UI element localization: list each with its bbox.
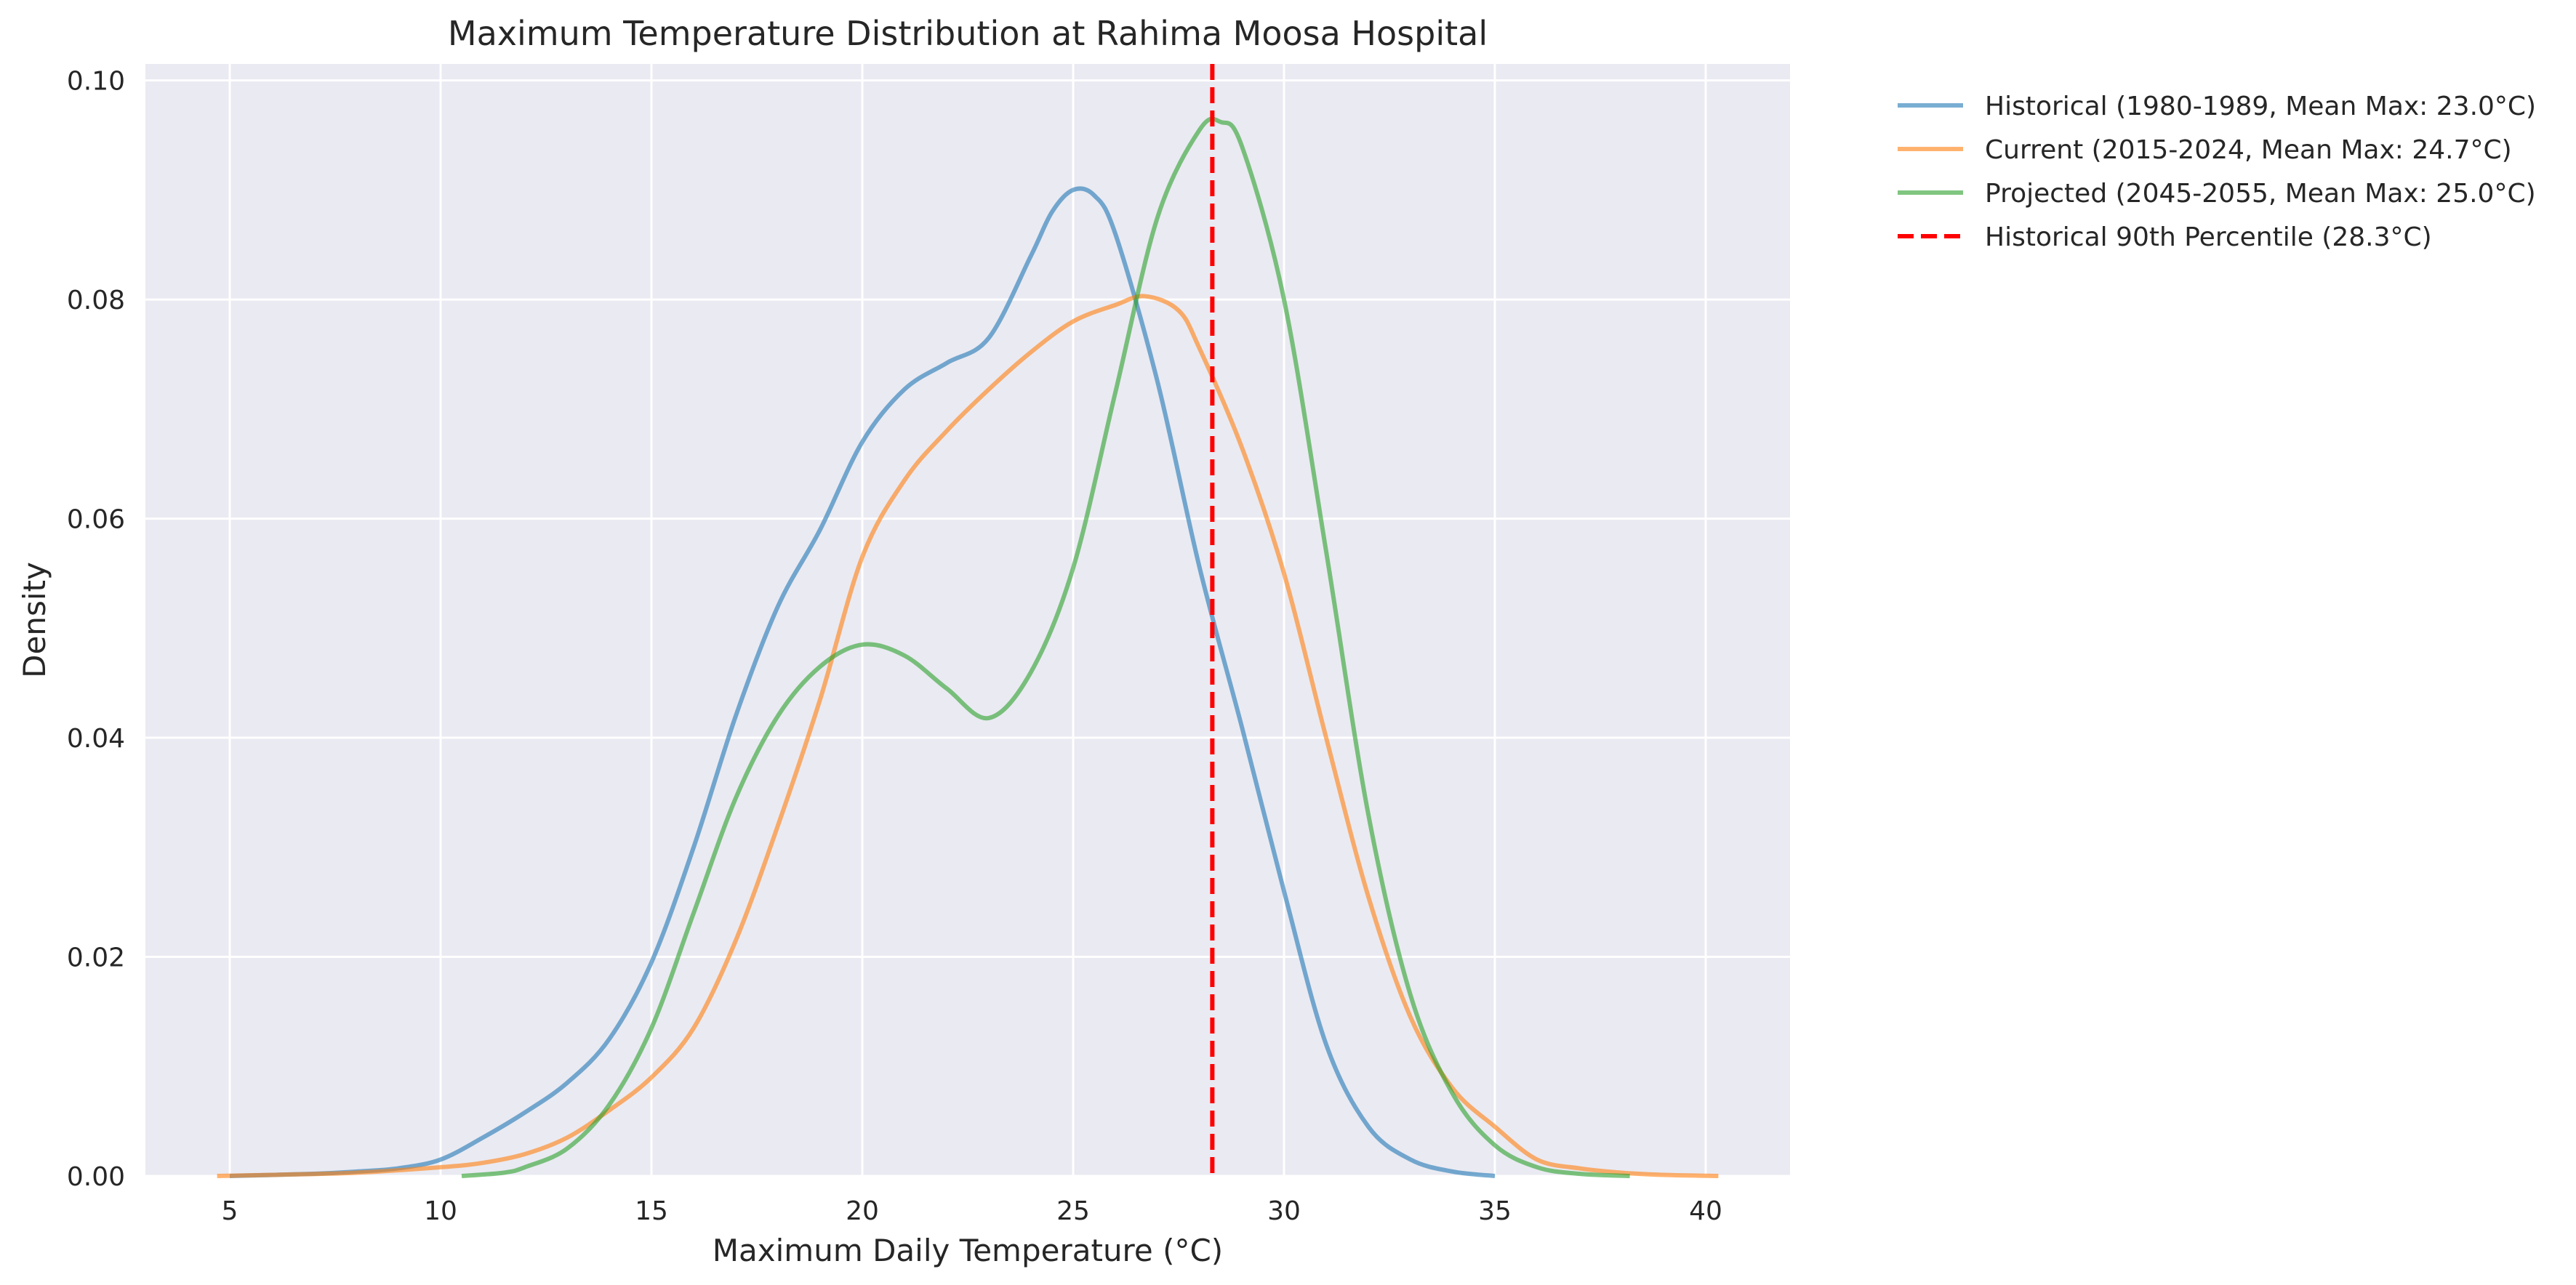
x-tick-label: 5 bbox=[222, 1196, 238, 1226]
plot-area bbox=[145, 64, 1790, 1176]
legend-label: Historical (1980-1989, Mean Max: 23.0°C) bbox=[1985, 92, 2536, 121]
y-tick-label: 0.08 bbox=[67, 286, 125, 315]
x-tick-label: 15 bbox=[635, 1196, 668, 1226]
series-curves bbox=[217, 64, 1719, 1178]
x-tick-labels: 5 10 15 20 25 30 35 40 bbox=[222, 1196, 1722, 1226]
x-axis-title: Maximum Daily Temperature (°C) bbox=[713, 1233, 1223, 1268]
y-tick-labels: 0.00 0.02 0.04 0.06 0.08 0.10 bbox=[67, 67, 125, 1192]
legend-label: Projected (2045-2055, Mean Max: 25.0°C) bbox=[1985, 179, 2536, 209]
grid-lines bbox=[145, 64, 1790, 1177]
x-tick-label: 30 bbox=[1267, 1196, 1301, 1226]
legend-item-projected: Projected (2045-2055, Mean Max: 25.0°C) bbox=[1898, 179, 2536, 209]
x-tick-label: 20 bbox=[846, 1196, 879, 1226]
legend-item-historical: Historical (1980-1989, Mean Max: 23.0°C) bbox=[1898, 92, 2536, 121]
x-tick-label: 10 bbox=[424, 1196, 457, 1226]
legend-item-percentile: Historical 90th Percentile (28.3°C) bbox=[1898, 222, 2432, 252]
x-tick-label: 35 bbox=[1478, 1196, 1512, 1226]
x-tick-label: 25 bbox=[1056, 1196, 1090, 1226]
chart-title: Maximum Temperature Distribution at Rahi… bbox=[448, 14, 1488, 53]
y-tick-label: 0.10 bbox=[67, 67, 125, 97]
historical-curve bbox=[229, 186, 1496, 1178]
legend-item-current: Current (2015-2024, Mean Max: 24.7°C) bbox=[1898, 135, 2512, 165]
y-axis-title: Density bbox=[17, 562, 52, 678]
current-curve bbox=[217, 294, 1719, 1178]
y-tick-label: 0.04 bbox=[67, 724, 125, 754]
y-tick-label: 0.00 bbox=[67, 1162, 125, 1192]
y-tick-label: 0.06 bbox=[67, 505, 125, 535]
legend-label: Current (2015-2024, Mean Max: 24.7°C) bbox=[1985, 135, 2512, 165]
x-tick-label: 40 bbox=[1689, 1196, 1722, 1226]
legend-label: Historical 90th Percentile (28.3°C) bbox=[1985, 222, 2432, 252]
legend: Historical (1980-1989, Mean Max: 23.0°C)… bbox=[1898, 92, 2536, 252]
projected-curve bbox=[461, 116, 1630, 1178]
y-tick-label: 0.02 bbox=[67, 943, 125, 973]
